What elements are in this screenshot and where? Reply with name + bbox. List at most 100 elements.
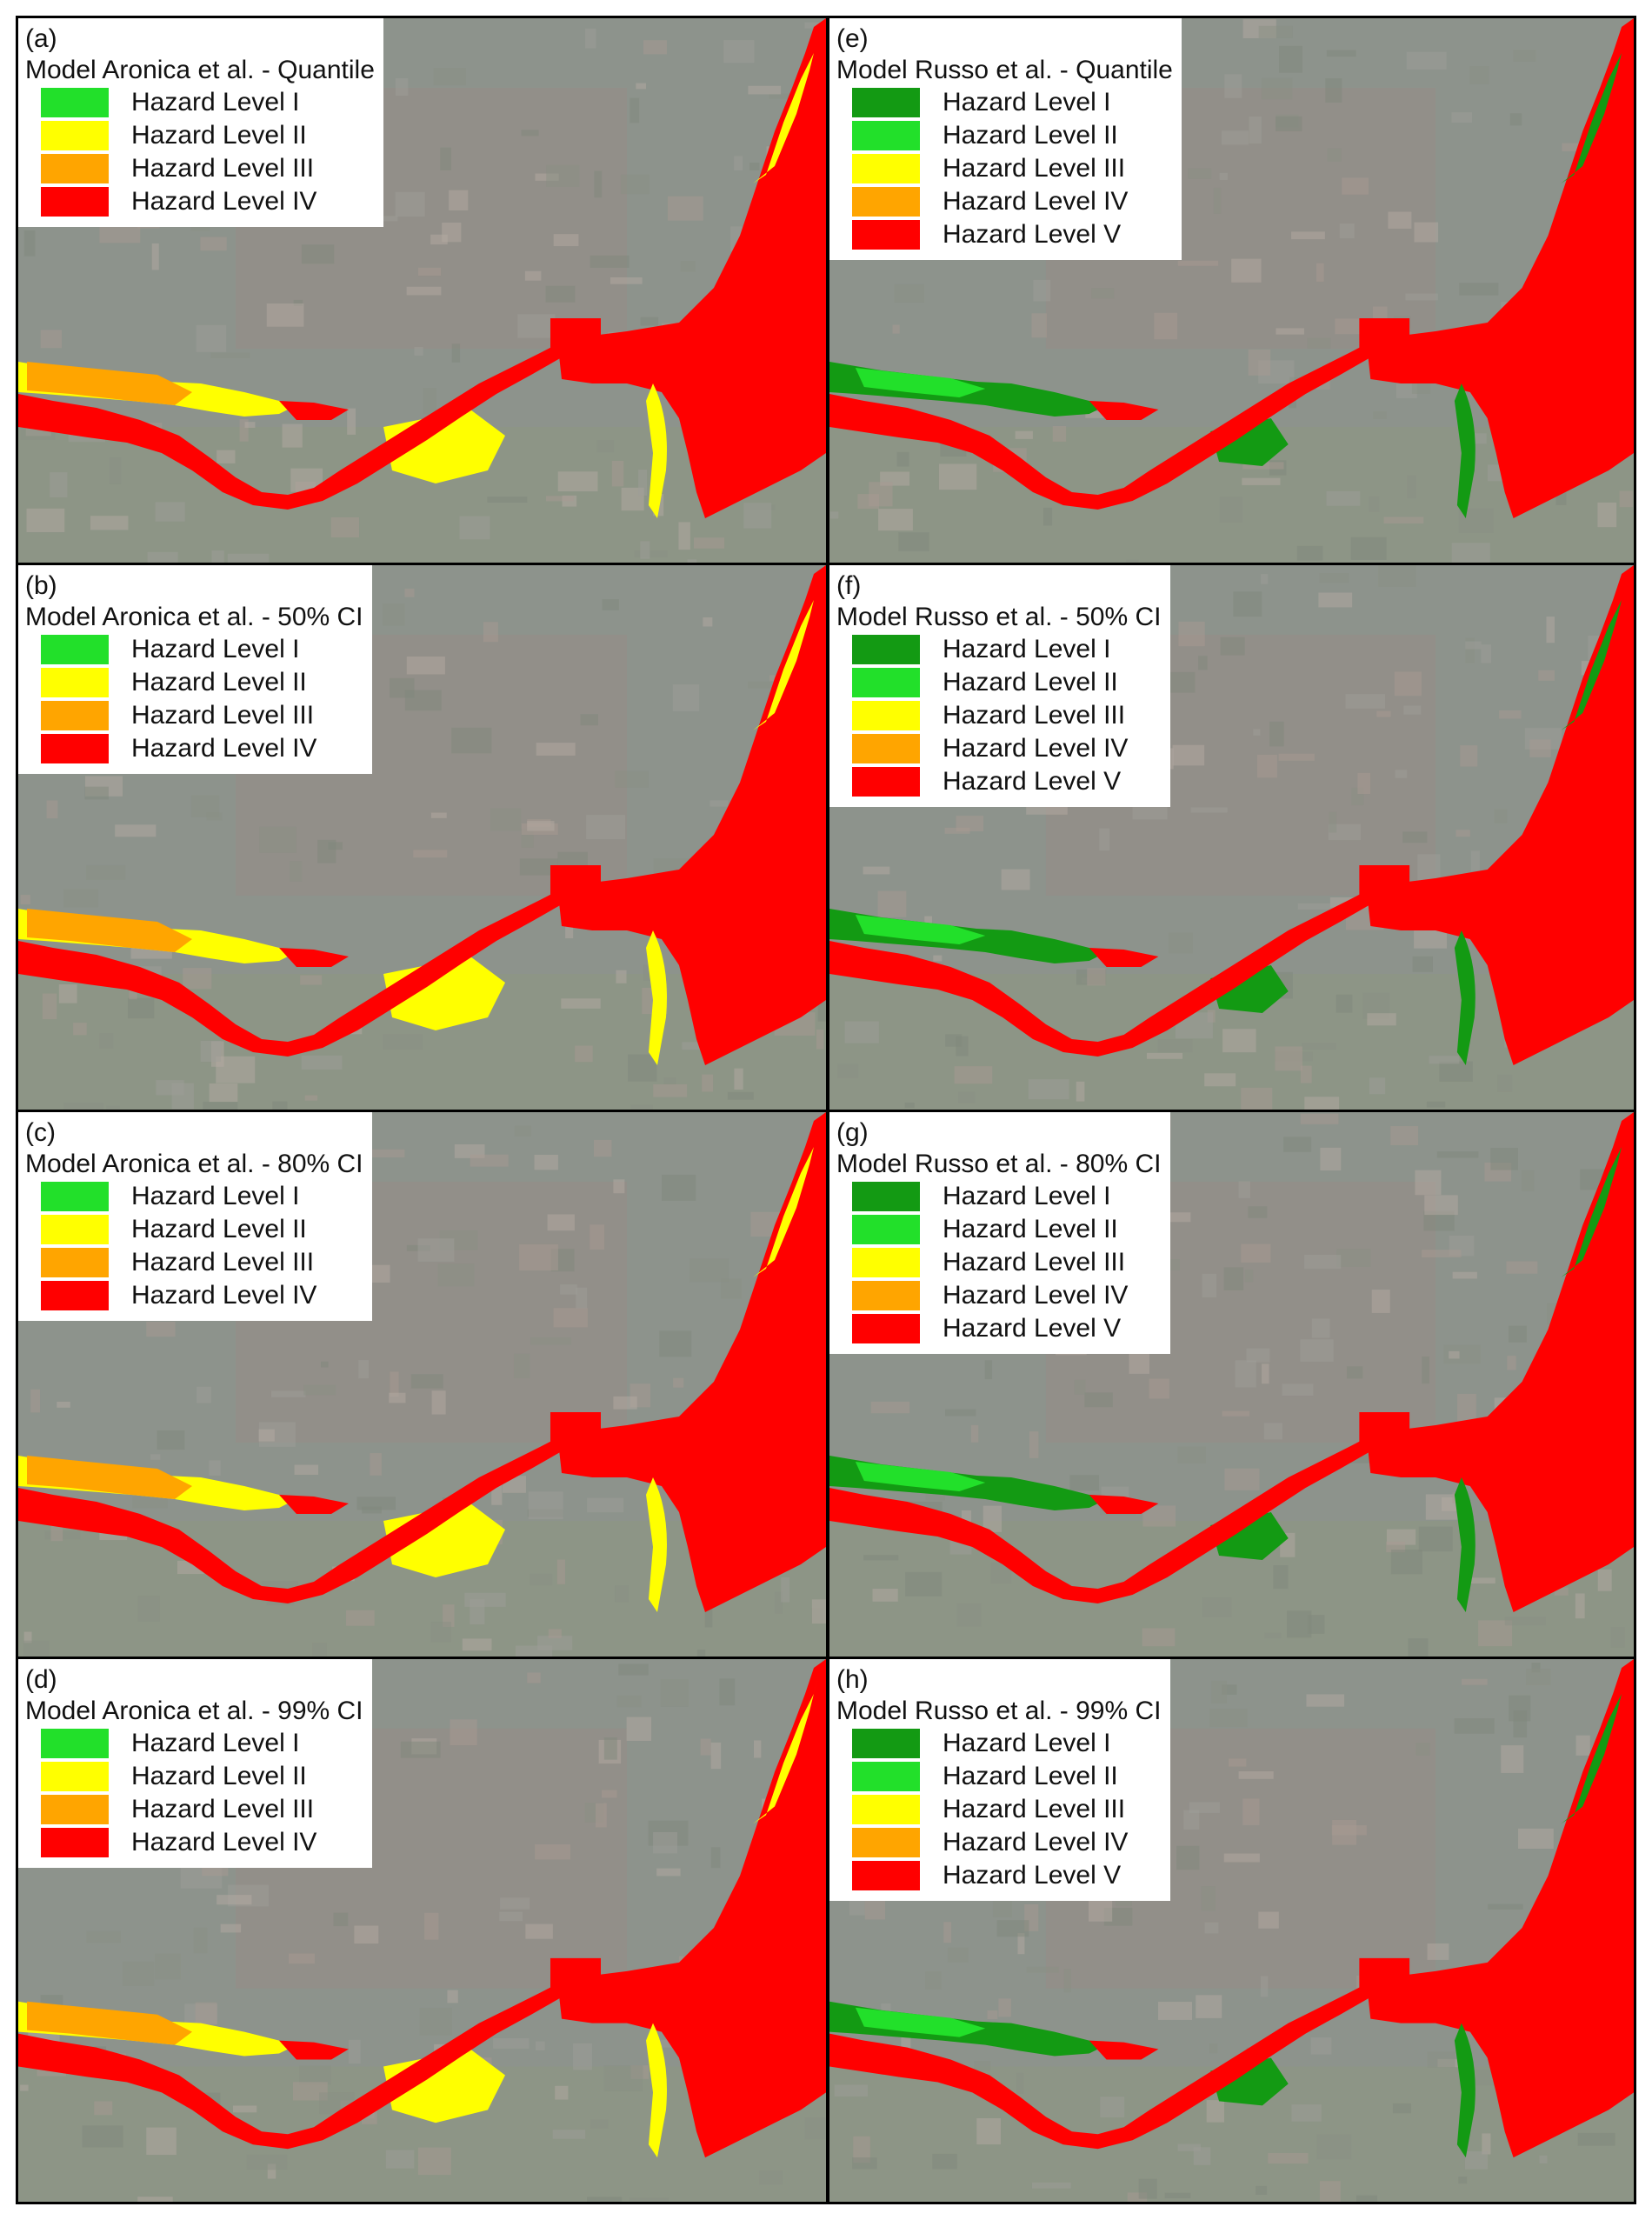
terrain-patch [552, 2130, 586, 2139]
terrain-patch [209, 1460, 221, 1476]
terrain-patch [389, 1392, 406, 1403]
legend-label: Hazard Level IV [943, 187, 1129, 216]
terrain-patch [530, 1573, 553, 1586]
terrain-patch [580, 714, 598, 726]
legend-item: Hazard Level I [836, 86, 1173, 119]
legend-item: Hazard Level IV [25, 185, 375, 218]
flood-zone-red [279, 401, 349, 420]
terrain-patch [1316, 2134, 1352, 2160]
terrain-patch [1461, 1678, 1488, 1685]
panel-b-legend: (b) Model Aronica et al. - 50% CI Hazard… [18, 565, 372, 774]
flood-hazard-overlay [829, 565, 1634, 1065]
panel-g-map: (g) Model Russo et al. - 80% CI Hazard L… [829, 1112, 1634, 1657]
terrain-patch [1402, 831, 1428, 843]
terrain-patch [1264, 1632, 1282, 1639]
terrain-patch [404, 588, 415, 597]
terrain-patch [590, 1224, 605, 1250]
terrain-patch [1201, 1886, 1216, 1911]
flood-zone-red [1359, 318, 1410, 353]
terrain-patch [1376, 710, 1391, 717]
terrain-patch [1346, 1366, 1363, 1379]
terrain-patch [266, 303, 304, 327]
terrain-patch [1449, 1350, 1460, 1359]
terrain-patch [1306, 1694, 1345, 1707]
terrain-patch [363, 1149, 405, 1158]
panel-title: Model Aronica et al. - 50% CI [25, 603, 363, 631]
terrain-patch [312, 1643, 327, 1657]
flood-zone-red [279, 2040, 349, 2060]
terrain-patch [1291, 231, 1325, 240]
legend-label: Hazard Level IV [131, 1828, 317, 1857]
legend-swatch [852, 1182, 920, 1211]
terrain-patch [183, 968, 212, 990]
terrain-patch [86, 1930, 121, 1943]
legend-swatch [852, 88, 920, 117]
terrain-patch [1455, 830, 1470, 837]
terrain-patch [643, 40, 667, 55]
terrain-patch [385, 2150, 415, 2169]
legend-item: Hazard Level IV [836, 185, 1173, 218]
legend-label: Hazard Level IV [943, 1828, 1129, 1857]
panel-h-legend: (h) Model Russo et al. - 99% CI Hazard L… [829, 1659, 1170, 1901]
legend-swatch [852, 220, 920, 250]
terrain-patch [1369, 1077, 1386, 1095]
terrain-patch [137, 2197, 173, 2202]
terrain-patch [1418, 1526, 1453, 1552]
terrain-patch [743, 503, 772, 529]
terrain-patch [209, 1083, 238, 1103]
legend-item: Hazard Level III [25, 1793, 363, 1826]
legend-item: Hazard Level V [836, 218, 1173, 251]
terrain-patch [195, 2002, 217, 2025]
terrain-patch [1378, 565, 1416, 587]
terrain-patch [1458, 2177, 1468, 2184]
terrain-patch [109, 457, 122, 484]
terrain-patch [270, 1390, 306, 1397]
legend-item: Hazard Level II [25, 666, 363, 699]
terrain-patch [1392, 2103, 1411, 2114]
terrain-patch [1028, 1079, 1069, 1100]
flood-zone-red [18, 1981, 562, 2150]
terrain-patch [990, 1562, 1012, 1584]
terrain-patch [601, 1790, 617, 1798]
legend-label: Hazard Level V [943, 767, 1122, 796]
terrain-patch [1460, 745, 1478, 767]
legend-swatch [41, 154, 109, 183]
terrain-patch [157, 1430, 185, 1450]
terrain-patch [1276, 328, 1304, 335]
terrain-patch [1509, 1325, 1527, 1343]
terrain-patch [227, 553, 270, 563]
terrain-patch [155, 1953, 181, 1980]
terrain-patch [58, 983, 77, 1003]
terrain-patch [57, 1401, 70, 1408]
terrain-patch [553, 234, 579, 247]
terrain-patch [1529, 739, 1551, 757]
terrain-patch [984, 1360, 993, 1380]
legend-label: Hazard Level III [131, 1248, 315, 1277]
terrain-patch [603, 1737, 617, 1760]
legend-label: Hazard Level II [131, 1762, 307, 1790]
flood-zone-red [1366, 565, 1634, 1065]
terrain-patch [362, 1506, 382, 1514]
terrain-patch [99, 1033, 114, 1049]
terrain-patch [1386, 1541, 1406, 1553]
terrain-patch [447, 1990, 458, 2003]
terrain-patch [122, 1961, 155, 1986]
terrain-patch [1138, 2178, 1157, 2199]
terrain-patch [1188, 168, 1212, 179]
terrain-patch [528, 1491, 563, 1520]
flood-zone-red [279, 1495, 349, 1514]
terrain-patch [1470, 850, 1480, 871]
terrain-patch [547, 1214, 575, 1231]
terrain-patch [1320, 1147, 1342, 1171]
terrain-patch [299, 2065, 331, 2085]
terrain-patch [1302, 1043, 1336, 1050]
terrain-patch [216, 1895, 252, 1905]
terrain-patch [556, 1559, 565, 1584]
terrain-patch [1407, 475, 1416, 499]
terrain-patch [1422, 1250, 1462, 1257]
terrain-patch [86, 864, 126, 880]
terrain-patch [400, 1741, 441, 1758]
terrain-patch [1473, 433, 1487, 444]
terrain-patch [1426, 1101, 1446, 1108]
terrain-patch [587, 2197, 623, 2202]
